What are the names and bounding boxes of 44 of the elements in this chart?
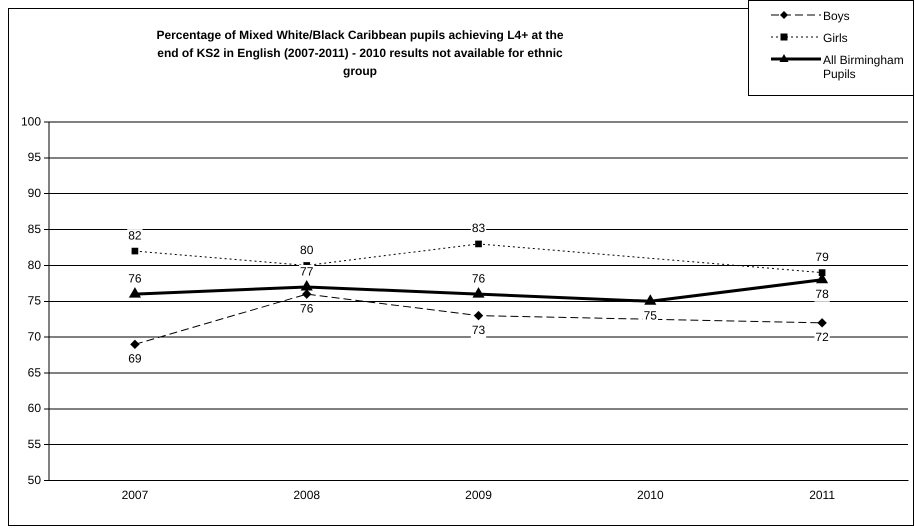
point [302,290,312,299]
data-label: 72 [815,330,830,344]
y-tick-label: 65 [28,365,42,380]
legend-label: Boys [823,9,850,23]
data-label: 75 [644,308,658,323]
data-label: 82 [128,228,142,242]
y-tick-label: 70 [28,329,42,344]
point [818,269,826,276]
y-tick-label: 75 [28,294,42,308]
point [302,281,312,290]
point [818,318,827,328]
chart-title: Percentage of Mixed White/Black Caribbean pupils achieving L4+ at the end of KS2 in English (2007-2011) - 2010 results not available for ethnic group [155,27,565,80]
y-tick-label: 100 [20,114,42,128]
x-tick-label: 2010 [636,488,664,502]
y-tick-label: 80 [28,258,42,272]
legend-label: All Birmingham Pupils [823,53,905,81]
data-label: 80 [300,242,314,257]
x-tick-label: 2007 [122,488,149,502]
point [132,248,138,254]
y-tick-label: 55 [28,437,42,452]
x-tick-label: 2008 [293,488,320,502]
data-label: 78 [815,287,830,302]
data-label: 73 [472,322,486,337]
point [474,288,484,298]
data-label: 76 [472,271,486,286]
data-label: 76 [300,301,314,316]
y-tick-label: 95 [28,150,42,164]
y-tick-label: 85 [28,222,42,236]
y-tick-label: 60 [28,401,42,416]
data-label: 69 [128,352,142,366]
point [474,311,484,320]
data-label: 83 [472,221,486,236]
x-tick-label: 2009 [465,488,492,502]
legend-label: Girls [823,31,848,45]
x-tick-label: 2011 [809,488,836,502]
point [130,340,140,349]
data-label: 77 [300,264,314,278]
y-tick-label: 90 [28,186,42,200]
point [130,288,140,298]
point [645,296,656,305]
data-label: 76 [128,271,142,286]
data-label: 79 [815,250,830,264]
y-tick-label: 50 [28,472,42,487]
point [475,240,482,248]
